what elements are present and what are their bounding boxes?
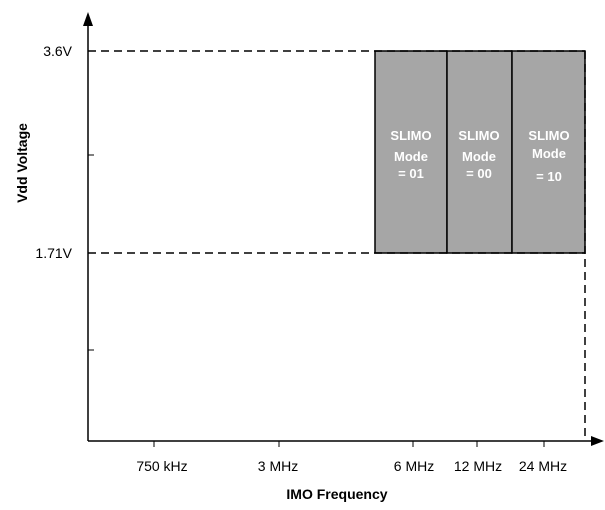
x-tick-label-6mhz: 6 MHz — [394, 458, 434, 474]
y-tick-label-3v6: 3.6V — [43, 43, 72, 59]
y-tick-label-1v71: 1.71V — [35, 245, 72, 261]
x-tick-label-12mhz: 12 MHz — [454, 458, 502, 474]
x-axis-arrow-icon — [591, 436, 604, 446]
region-01-label-line2: Mode — [394, 149, 428, 164]
y-axis-title: Vdd Voltage — [14, 123, 30, 203]
region-slimo-00 — [446, 50, 513, 254]
y-axis-arrow-icon — [83, 12, 93, 26]
x-tick-label-3mhz: 3 MHz — [258, 458, 298, 474]
region-10-label-line1: SLIMO — [528, 128, 569, 143]
region-01-label-line3: = 01 — [398, 166, 424, 181]
x-tick-label-750khz: 750 kHz — [136, 458, 187, 474]
region-00-label-line3: = 00 — [466, 166, 492, 181]
region-10-label-line3: = 10 — [536, 169, 562, 184]
region-00-label-line2: Mode — [462, 149, 496, 164]
region-00-label-line1: SLIMO — [458, 128, 499, 143]
region-01-label-line1: SLIMO — [390, 128, 431, 143]
region-slimo-01 — [374, 50, 448, 254]
region-10-label-line2: Mode — [532, 146, 566, 161]
x-tick-label-24mhz: 24 MHz — [519, 458, 567, 474]
x-axis-title: IMO Frequency — [286, 486, 387, 502]
